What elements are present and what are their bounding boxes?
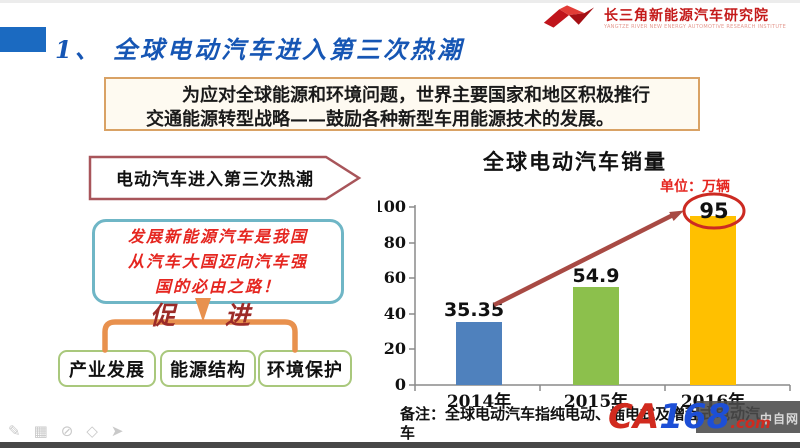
bottom-bar <box>0 442 800 448</box>
outcome-box-environment: 环境保护 <box>258 350 352 387</box>
ytick: 100 <box>378 197 406 216</box>
org-logo: 长三角新能源汽车研究院 YANGTZE RIVER NEW ENERGY AUT… <box>540 3 786 35</box>
ytick: 0 <box>395 375 406 394</box>
title-accent-block <box>0 27 46 52</box>
xlabel-2015: 2015年 <box>564 391 628 412</box>
bubble-tail <box>195 298 211 322</box>
callout-line: 发展新能源汽车是我国 <box>127 227 308 246</box>
slide-title: 1、 全球电动汽车进入第三次热潮 <box>55 35 465 64</box>
chart-title: 全球电动汽车销量 <box>483 149 667 174</box>
top-edge <box>0 0 800 3</box>
laser-icon[interactable]: ⊘ <box>60 422 74 440</box>
presenter-toolbar: ✎ ▦ ⊘ ◇ ➤ <box>8 422 123 440</box>
xlabel-2014: 2014年 <box>447 391 511 412</box>
pointer-icon[interactable]: ➤ <box>110 422 124 440</box>
outcome-box-energy: 能源结构 <box>160 350 256 387</box>
callout-bubble: 发展新能源汽车是我国 从汽车大国迈向汽车强 国的必由之路！ <box>92 219 344 304</box>
banner-arrow-shape <box>88 155 363 201</box>
watermark-site: 中自网 <box>759 412 799 426</box>
value-label-2014: 35.35 <box>444 299 504 321</box>
watermark-logo: CA168.com <box>608 397 771 437</box>
promote-brace <box>88 298 313 354</box>
intro-text: 为应对全球能源和环境问题，世界主要国家和地区积极推行交通能源转型战略——鼓励各种… <box>146 85 650 130</box>
eraser-icon[interactable]: ◇ <box>86 422 98 440</box>
ytick: 80 <box>384 233 406 252</box>
footer-note: 备注：全球电动汽车指纯电动、插电式及增程式电动汽车 <box>400 405 761 442</box>
bar-2016 <box>690 216 736 385</box>
promote-label: 促 进 <box>150 301 250 330</box>
value-label-2016: 95 <box>699 199 728 223</box>
value-label-2015: 54.9 <box>573 265 620 287</box>
growth-arrowhead <box>669 210 684 221</box>
watermark: 中自网 CA168.com <box>608 397 800 439</box>
pen-icon[interactable]: ✎ <box>8 422 21 440</box>
grid-icon[interactable]: ▦ <box>33 422 48 440</box>
sales-bar-chart: 100 80 60 40 20 0 2014年 2015年 2016年 35.3… <box>373 185 798 419</box>
ytick: 60 <box>384 268 406 287</box>
callout-line: 从汽车大国迈向汽车强 <box>127 252 308 271</box>
intro-box: 为应对全球能源和环境问题，世界主要国家和地区积极推行交通能源转型战略——鼓励各种… <box>104 77 700 131</box>
ytick: 20 <box>384 339 406 358</box>
ytick: 40 <box>384 304 406 323</box>
highlight-oval <box>682 192 746 230</box>
chart-unit-label: 单位：万辆 <box>660 179 730 195</box>
callout-line: 国的必由之路！ <box>154 277 281 296</box>
org-subtitle: YANGTZE RIVER NEW ENERGY AUTOMOTIVE RESE… <box>604 24 787 30</box>
ribbon-logo-icon <box>540 3 598 35</box>
banner-label: 电动汽车进入第三次热潮 <box>116 170 314 190</box>
watermark-dark-box: 中自网 <box>696 401 800 433</box>
bar-2015 <box>573 287 619 385</box>
outcome-box-industry: 产业发展 <box>58 350 156 387</box>
org-name: 长三角新能源汽车研究院 <box>604 8 769 24</box>
growth-arrow <box>492 212 675 308</box>
bar-2014 <box>456 322 502 385</box>
